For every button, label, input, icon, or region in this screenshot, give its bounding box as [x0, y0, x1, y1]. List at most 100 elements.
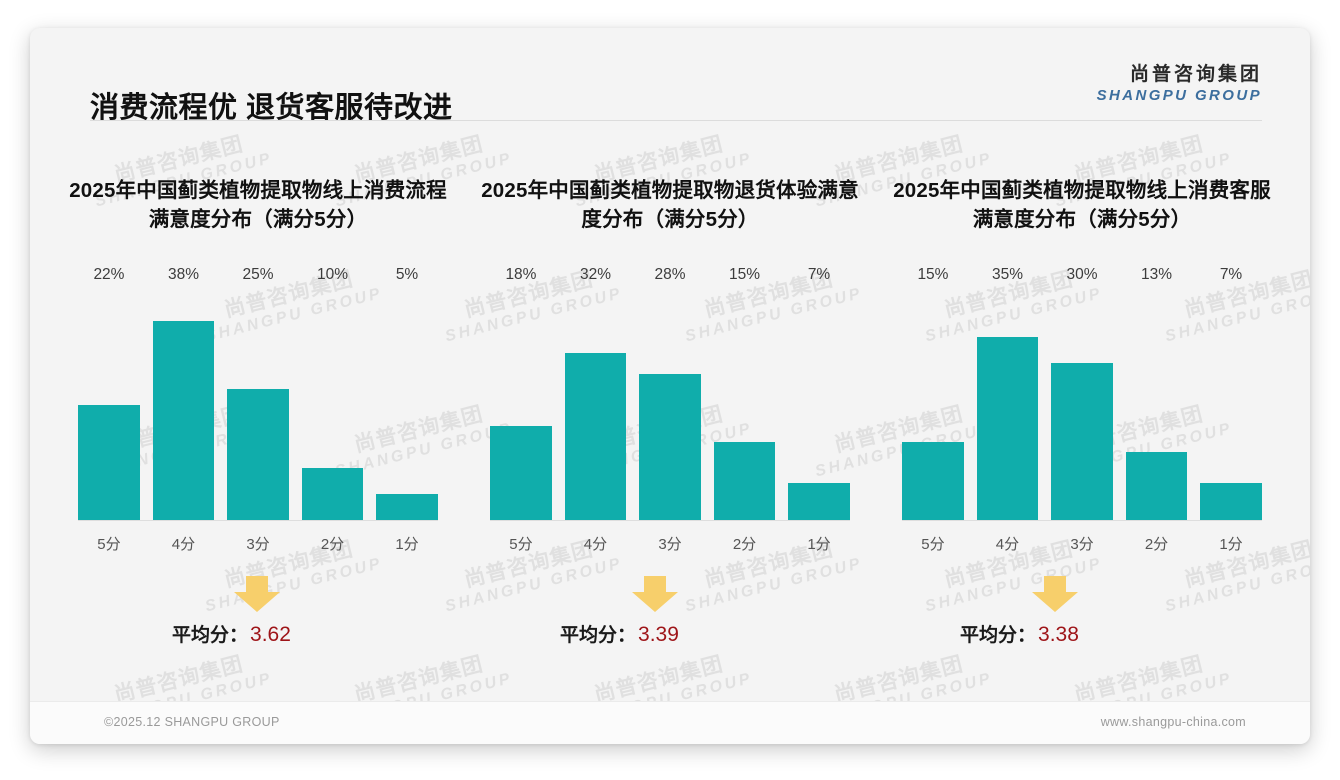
bar-value-label: 28% [654, 265, 686, 283]
average-score-text: 平均分：3.62 [172, 620, 291, 647]
bar-value-label: 10% [316, 265, 349, 283]
copyright-text: ©2025.12 SHANGPU GROUP [104, 715, 280, 729]
bar-value-label: 7% [807, 265, 831, 283]
x-axis-labels: 5分 4分 3分 2分 1分 [902, 521, 1262, 554]
bar-column: 38% [152, 266, 215, 520]
bar-value-label: 22% [93, 265, 125, 283]
bar [301, 467, 364, 520]
x-axis-labels: 5分 4分 3分 2分 1分 [490, 521, 850, 554]
chart-panel-customer-service: 2025年中国蓟类植物提取物线上消费客服满意度分布（满分5分） 15% 35% 30… [876, 146, 1288, 666]
brand-logo: 尚普咨询集团 SHANGPU GROUP [1097, 64, 1262, 105]
bar-series: 22% 38% 25% 10% 5% [78, 266, 438, 521]
bar-value-label: 5% [395, 265, 419, 283]
bar [639, 373, 701, 520]
slide-header: 消费流程优 退货客服待改进 尚普咨询集团 SHANGPU GROUP [30, 28, 1310, 124]
chart-panel-return-experience: 2025年中国蓟类植物提取物退货体验满意度分布（满分5分） 18% 32% 28% 1… [464, 146, 876, 666]
average-value: 3.38 [1038, 622, 1079, 646]
bar [1125, 452, 1188, 520]
bar-column: 25% [227, 266, 289, 520]
bar-column: 15% [902, 266, 964, 520]
bar-column: 35% [976, 266, 1039, 520]
chart-panel-consumption-flow: 2025年中国蓟类植物提取物线上消费流程满意度分布（满分5分） 22% 38% 25… [52, 146, 464, 666]
x-axis-label: 3分 [246, 535, 270, 553]
bar-value-label: 30% [1066, 265, 1098, 283]
bar-column: 7% [788, 266, 850, 520]
average-callout: 平均分：3.38 [876, 575, 1288, 666]
bar-column: 30% [1051, 266, 1113, 520]
x-axis-label: 5分 [509, 535, 533, 553]
slide-footer: ©2025.12 SHANGPU GROUP www.shangpu-china… [30, 701, 1310, 744]
x-axis-label: 4分 [583, 535, 608, 553]
bar-chart-plot: 22% 38% 25% 10% 5% [78, 266, 438, 521]
bar-column: 15% [713, 266, 776, 520]
bar [227, 389, 289, 520]
average-callout: 平均分：3.62 [52, 575, 464, 666]
x-axis-label: 2分 [320, 535, 345, 553]
bar-value-label: 7% [1219, 265, 1243, 283]
bar-value-label: 35% [991, 265, 1023, 283]
bar-column: 13% [1125, 266, 1188, 520]
bar [976, 337, 1039, 520]
bar-column: 32% [564, 266, 627, 520]
bar-column: 22% [78, 266, 140, 520]
bar-series: 18% 32% 28% 15% 7% [490, 266, 850, 521]
x-axis-label: 1分 [1219, 535, 1243, 553]
bar-series: 15% 35% 30% 13% 7% [902, 266, 1262, 521]
bar-column: 10% [301, 266, 364, 520]
website-link[interactable]: www.shangpu-china.com [1100, 715, 1246, 729]
x-axis-label: 4分 [995, 535, 1020, 553]
average-label: 平均分： [172, 624, 249, 646]
x-axis-label: 2分 [732, 535, 757, 553]
bar [713, 441, 776, 520]
x-axis-label: 5分 [97, 535, 121, 553]
bar-value-label: 13% [1140, 265, 1173, 283]
x-axis-label: 1分 [395, 535, 419, 553]
logo-english-text: SHANGPU GROUP [1096, 86, 1262, 104]
x-axis-label: 3分 [1070, 535, 1094, 553]
average-value: 3.62 [250, 622, 291, 646]
chart-title: 2025年中国蓟类植物提取物退货体验满意度分布（满分5分） [481, 179, 859, 232]
bar [1200, 483, 1262, 520]
x-axis-label: 1分 [807, 535, 831, 553]
chart-title: 2025年中国蓟类植物提取物线上消费流程满意度分布（满分5分） [69, 179, 447, 232]
average-callout: 平均分：3.39 [464, 575, 876, 666]
bar-column: 28% [639, 266, 701, 520]
slide-canvas: 尚普咨询集团 SHANGPU GROUP 尚普咨询集团 SHANGPU GROUP 尚普… [30, 28, 1310, 744]
bar-column: 7% [1200, 266, 1262, 520]
x-axis-label: 4分 [171, 535, 196, 553]
bar-column: 5% [376, 266, 438, 520]
bar [78, 404, 140, 520]
x-axis-label: 2分 [1144, 535, 1169, 553]
bar-value-label: 25% [242, 265, 274, 283]
average-label: 平均分： [560, 624, 637, 646]
chart-title: 2025年中国蓟类植物提取物线上消费客服满意度分布（满分5分） [893, 179, 1271, 232]
charts-row: 2025年中国蓟类植物提取物线上消费流程满意度分布（满分5分） 22% 38% 25… [52, 146, 1288, 666]
bar-value-label: 38% [167, 265, 199, 283]
average-score-text: 平均分：3.38 [960, 620, 1079, 647]
bar [1051, 363, 1113, 520]
down-arrow-icon [234, 575, 280, 612]
down-arrow-icon [1032, 575, 1078, 612]
down-arrow-icon [632, 575, 678, 612]
bar [564, 352, 627, 520]
bar-value-label: 15% [728, 265, 761, 283]
bar [788, 483, 850, 520]
average-value: 3.39 [638, 622, 679, 646]
bar-value-label: 32% [579, 265, 611, 283]
bar-column: 18% [490, 266, 552, 520]
average-score-text: 平均分：3.39 [560, 620, 679, 647]
bar [902, 441, 964, 520]
bar [490, 425, 552, 520]
bar [376, 493, 438, 520]
average-label: 平均分： [960, 624, 1037, 646]
bar [152, 321, 215, 520]
x-axis-label: 3分 [658, 535, 682, 553]
bar-value-label: 18% [505, 265, 537, 283]
page-title: 消费流程优 退货客服待改进 [90, 92, 453, 124]
header-divider [90, 120, 1262, 121]
bar-chart-plot: 15% 35% 30% 13% 7% [902, 266, 1262, 521]
x-axis-label: 5分 [921, 535, 945, 553]
bar-value-label: 15% [917, 265, 949, 283]
logo-chinese-text: 尚普咨询集团 [1129, 64, 1262, 85]
bar-chart-plot: 18% 32% 28% 15% 7% [490, 266, 850, 521]
